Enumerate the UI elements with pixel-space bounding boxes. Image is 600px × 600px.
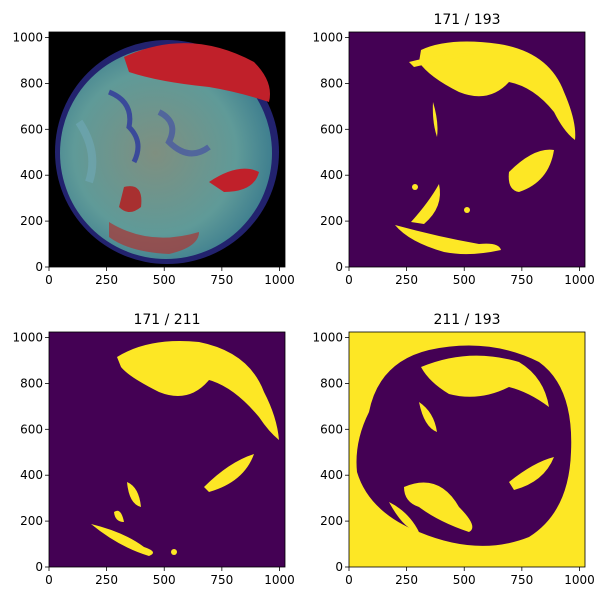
x-tick-label: 0	[345, 273, 353, 287]
y-tick-label: 800	[20, 76, 43, 90]
axes-frame	[348, 31, 586, 268]
y-tick-label: 1000	[12, 31, 43, 45]
x-tick-label: 1000	[564, 273, 595, 287]
x-tick-label: 0	[45, 573, 53, 587]
image-mask-171-193	[349, 32, 585, 267]
y-tick-label: 600	[320, 122, 343, 136]
axes-frame	[348, 331, 586, 568]
x-tick-label: 250	[95, 573, 118, 587]
y-tick-label: 0	[35, 560, 43, 574]
y-tick-label: 600	[20, 422, 43, 436]
x-tick-label: 0	[345, 573, 353, 587]
image-aia-composite	[49, 32, 285, 267]
y-tick-label: 800	[320, 376, 343, 390]
x-tick-label: 750	[510, 573, 533, 587]
x-tick-label: 250	[395, 573, 418, 587]
x-tick-label: 750	[510, 273, 533, 287]
x-tick-label: 1000	[264, 573, 295, 587]
y-tick-label: 200	[20, 514, 43, 528]
y-tick-label: 0	[335, 560, 343, 574]
y-tick-label: 200	[320, 214, 343, 228]
y-tick-label: 600	[20, 122, 43, 136]
x-tick-label: 250	[95, 273, 118, 287]
y-tick-label: 200	[20, 214, 43, 228]
y-tick-label: 400	[20, 168, 43, 182]
x-tick-label: 500	[453, 573, 476, 587]
axes-frame	[48, 31, 286, 268]
image-mask-211-193	[349, 332, 585, 567]
y-tick-label: 1000	[12, 331, 43, 345]
y-tick-label: 800	[320, 76, 343, 90]
x-tick-label: 500	[453, 273, 476, 287]
x-tick-label: 750	[210, 573, 233, 587]
panel-title: 171 / 193	[433, 12, 500, 28]
y-tick-label: 0	[335, 260, 343, 274]
y-tick-label: 600	[320, 422, 343, 436]
y-tick-label: 400	[320, 168, 343, 182]
y-tick-label: 1000	[312, 31, 343, 45]
x-tick-label: 1000	[564, 573, 595, 587]
y-tick-label: 800	[20, 376, 43, 390]
x-tick-label: 500	[153, 573, 176, 587]
x-tick-label: 0	[45, 273, 53, 287]
x-tick-label: 250	[395, 273, 418, 287]
x-tick-label: 1000	[264, 273, 295, 287]
panel-title: 211 / 193	[433, 312, 500, 328]
y-tick-label: 200	[320, 514, 343, 528]
x-tick-label: 500	[153, 273, 176, 287]
y-tick-label: 1000	[312, 331, 343, 345]
axes-frame	[48, 331, 286, 568]
image-mask-171-211	[49, 332, 285, 567]
y-tick-label: 400	[320, 468, 343, 482]
x-tick-label: 750	[210, 273, 233, 287]
panel-title: 171 / 211	[133, 312, 200, 328]
y-tick-label: 0	[35, 260, 43, 274]
y-tick-label: 400	[20, 468, 43, 482]
